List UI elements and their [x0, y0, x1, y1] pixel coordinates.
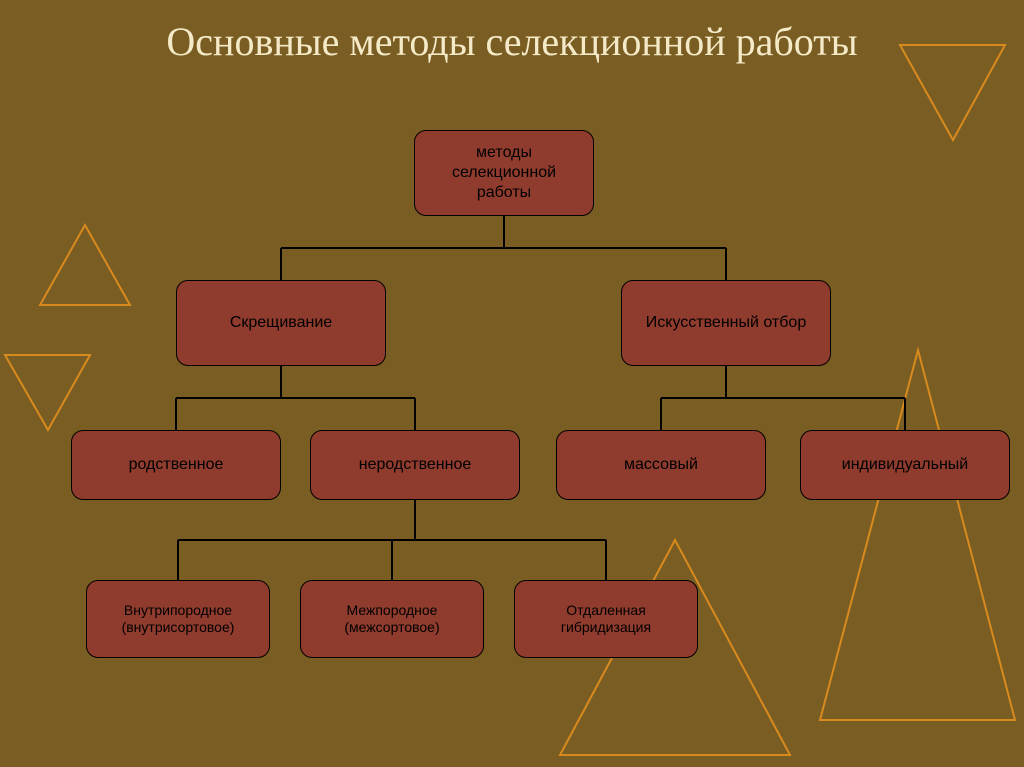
node-mass: массовый: [556, 430, 766, 500]
node-root: методы селекционной работы: [414, 130, 594, 216]
node-sel: Искусственный отбор: [621, 280, 831, 366]
node-dist: Отдаленная гибридизация: [514, 580, 698, 658]
node-indiv: индивидуальный: [800, 430, 1010, 500]
node-inter: Межпородное (межсортовое): [300, 580, 484, 658]
node-cross: Скрещивание: [176, 280, 386, 366]
node-nonrel: неродственное: [310, 430, 520, 500]
node-rel: родственное: [71, 430, 281, 500]
diagram-stage: Основные методы селекционной работы мето…: [0, 0, 1024, 767]
node-intra: Внутрипородное (внутрисортовое): [86, 580, 270, 658]
slide-title: Основные методы селекционной работы: [0, 18, 1024, 65]
